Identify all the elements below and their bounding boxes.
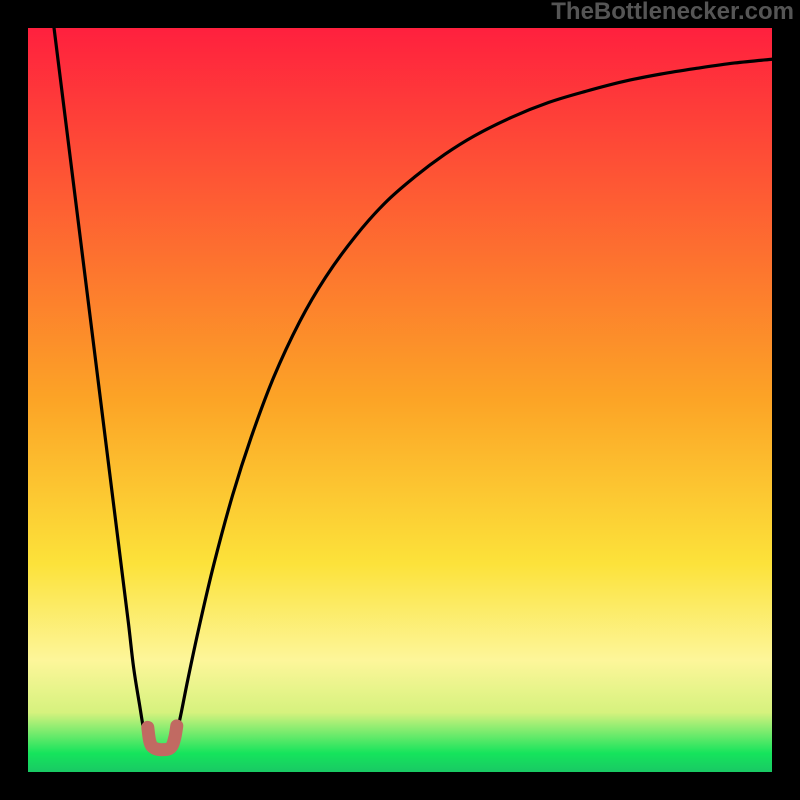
bottleneck-chart <box>0 0 800 800</box>
watermark-text: TheBottlenecker.com <box>551 0 794 24</box>
chart-canvas: TheBottlenecker.com <box>0 0 800 800</box>
chart-plot-background <box>28 28 772 772</box>
